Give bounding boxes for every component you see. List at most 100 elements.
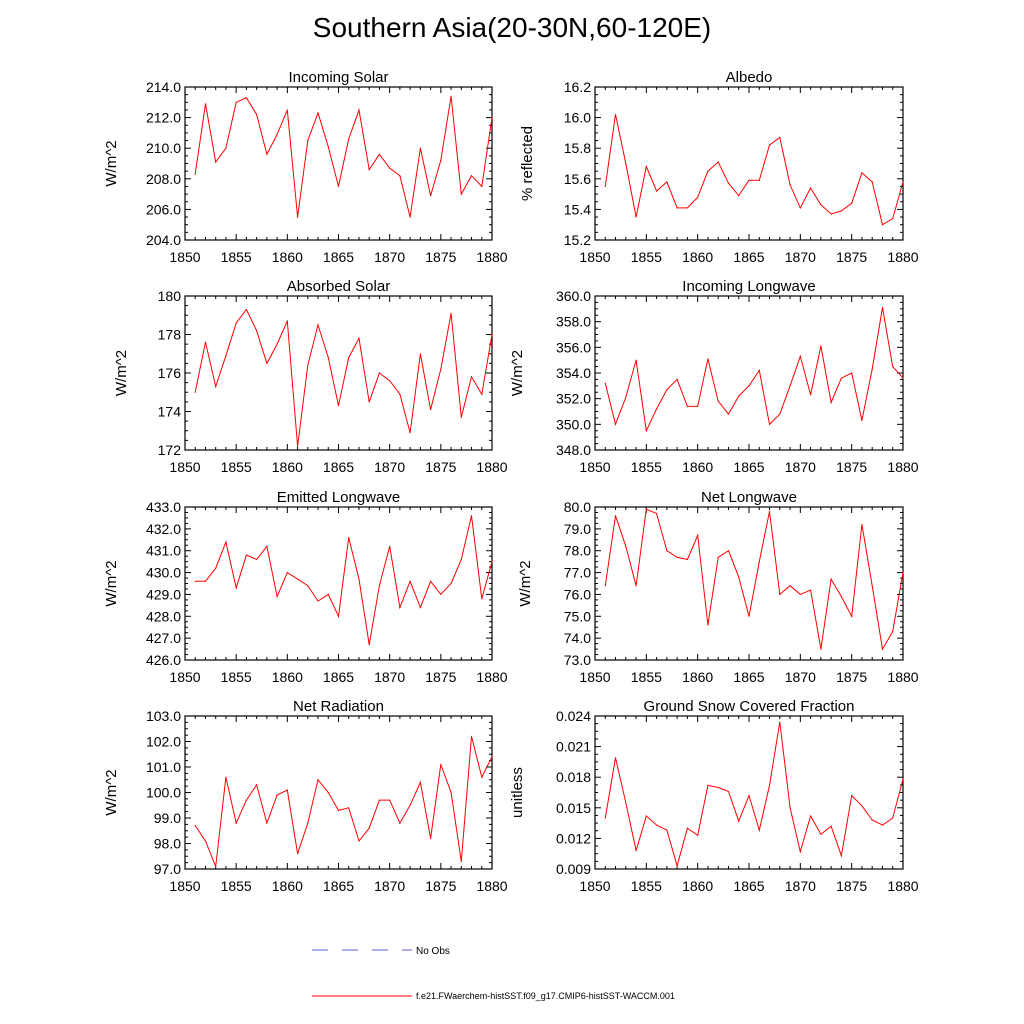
y-tick-label: 360.0 (556, 288, 591, 304)
data-point (697, 196, 699, 198)
data-point (851, 202, 853, 204)
data-point (840, 596, 843, 598)
data-point (307, 822, 309, 824)
data-point (245, 799, 247, 801)
series-line (604, 508, 904, 651)
x-tick-label: 1850 (579, 878, 610, 894)
data-point (470, 735, 473, 738)
x-tick-label: 1880 (476, 669, 507, 685)
data-point (276, 133, 278, 135)
data-point (215, 385, 217, 388)
x-tick-label: 1865 (733, 669, 764, 685)
data-point (215, 567, 217, 569)
data-point (840, 377, 843, 379)
data-point (337, 405, 340, 407)
data-point (697, 534, 699, 537)
y-tick-label: 100.0 (146, 785, 181, 801)
data-point (768, 784, 771, 787)
data-point (635, 585, 637, 587)
data-point (676, 865, 678, 867)
y-tick-label: 97.0 (154, 861, 181, 877)
data-point (481, 776, 483, 778)
y-tick-label: 180 (158, 288, 182, 304)
panel-1: Incoming Solar W/m^2 1850 1855 1860 1865 1870 1… (103, 69, 508, 265)
data-point (297, 853, 299, 855)
data-point (204, 103, 207, 105)
data-point (194, 391, 196, 393)
series-line (604, 114, 904, 226)
x-tick-label: 1855 (631, 249, 662, 265)
data-point (358, 337, 360, 339)
y-axis-label: W/m^2 (517, 560, 534, 606)
data-point (194, 173, 196, 175)
data-point (358, 109, 360, 111)
data-point (738, 576, 740, 578)
y-axis-label: W/m^2 (103, 140, 120, 186)
data-point (861, 172, 863, 174)
x-tick-label: 1850 (579, 669, 610, 685)
data-point (707, 784, 709, 787)
data-point (656, 824, 658, 826)
data-point (871, 368, 873, 370)
panel-title: Emitted Longwave (277, 489, 400, 506)
y-tick-label: 348.0 (556, 442, 591, 458)
data-point (851, 372, 853, 374)
y-axis-label: W/m^2 (103, 769, 120, 815)
y-tick-label: 172 (158, 442, 182, 458)
data-point (266, 153, 268, 155)
data-point (225, 541, 227, 543)
data-point (266, 822, 268, 824)
data-point (481, 598, 483, 600)
data-point (215, 865, 217, 868)
data-point (194, 825, 196, 827)
plot-frame (594, 506, 904, 661)
data-point (276, 343, 278, 345)
x-tick-label: 1855 (221, 459, 252, 475)
data-point (348, 138, 350, 140)
data-point (748, 179, 750, 181)
data-point (799, 851, 801, 853)
data-point (851, 795, 853, 797)
x-tick-label: 1875 (836, 249, 867, 265)
data-point (225, 147, 227, 149)
x-tick-label: 1860 (272, 459, 303, 475)
data-point (204, 580, 207, 582)
panel-2: Albedo % reflected 1850 1855 1860 1865 1870 187… (519, 69, 919, 265)
y-tick-label: 15.2 (564, 232, 591, 248)
data-point (871, 819, 873, 821)
x-tick-label: 1855 (221, 878, 252, 894)
panel-title: Albedo (726, 69, 773, 86)
data-point (717, 400, 719, 402)
data-point (625, 545, 627, 547)
y-tick-label: 174 (158, 404, 182, 420)
data-point (830, 578, 832, 580)
plot-frame (184, 86, 493, 241)
data-point (748, 385, 750, 387)
data-point (491, 117, 493, 119)
data-point (717, 556, 719, 558)
data-point (470, 175, 473, 177)
data-point (450, 582, 452, 585)
data-point (358, 840, 360, 842)
data-point (697, 405, 699, 407)
x-tick-label: 1870 (785, 669, 816, 685)
data-point (348, 537, 350, 539)
data-point (440, 593, 442, 596)
data-point (779, 413, 781, 415)
data-point (881, 648, 884, 650)
x-tick-label: 1850 (579, 459, 610, 475)
data-point (758, 829, 760, 831)
y-axis-label: % reflected (519, 126, 536, 201)
data-point (440, 763, 442, 766)
x-tick-label: 1860 (682, 878, 713, 894)
data-point (409, 432, 411, 434)
data-point (881, 306, 884, 309)
data-point (830, 213, 832, 215)
data-point (892, 218, 894, 220)
x-tick-label: 1880 (887, 878, 918, 894)
data-point (799, 355, 801, 357)
x-tick-label: 1875 (836, 669, 867, 685)
data-point (666, 181, 668, 183)
